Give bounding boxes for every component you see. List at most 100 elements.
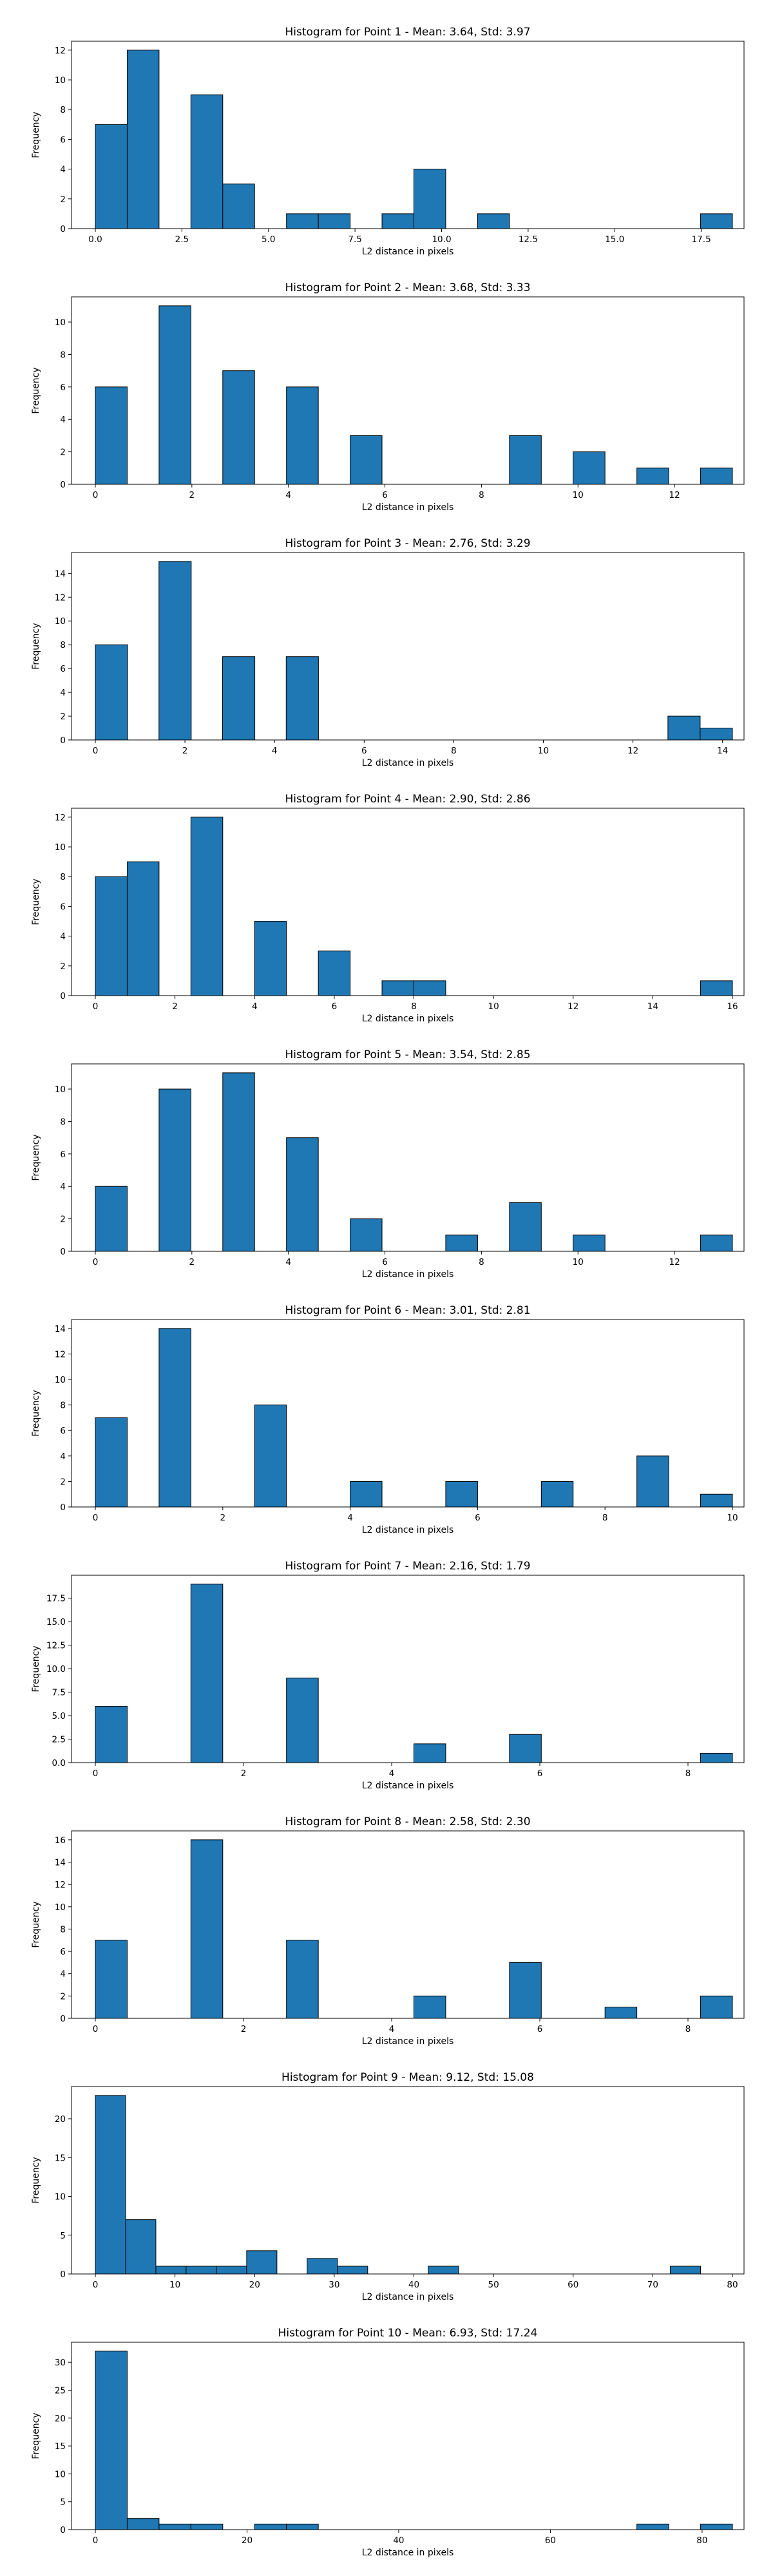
x-tick-label: 12 — [669, 490, 680, 500]
y-tick-label: 0 — [60, 1502, 66, 1513]
y-tick-label: 10 — [55, 75, 66, 86]
x-tick-label: 4 — [347, 1513, 353, 1523]
y-tick-label: 14 — [55, 1324, 66, 1334]
x-tick-label: 8 — [685, 2024, 691, 2034]
axes-frame — [71, 1319, 745, 1508]
x-tick-label: 0 — [93, 490, 99, 500]
histogram-bar — [222, 370, 255, 485]
y-tick-label: 2 — [60, 194, 66, 205]
histogram-bar — [700, 1995, 733, 2019]
histogram-bar — [700, 728, 733, 741]
y-tick-label: 14 — [55, 1858, 66, 1868]
x-tick-label: 2 — [189, 1257, 195, 1267]
x-tick-label: 8 — [602, 1513, 608, 1523]
y-tick-label: 10 — [55, 1084, 66, 1095]
x-tick-label: 10.0 — [432, 234, 451, 245]
histogram-bar — [158, 1088, 191, 1252]
y-tick-label: 8 — [60, 1117, 66, 1127]
y-tick-label: 2 — [60, 448, 66, 458]
y-tick-label: 0 — [60, 991, 66, 1001]
x-tick-label: 5.0 — [262, 234, 275, 245]
x-tick-label: 10 — [488, 1001, 499, 1012]
histogram-bar — [286, 1678, 319, 1763]
y-tick-label: 0 — [60, 2269, 66, 2280]
y-tick-label: 10 — [55, 616, 66, 627]
x-tick-label: 2 — [182, 746, 188, 756]
histogram-bar — [190, 1839, 224, 2019]
y-tick-label: 25 — [55, 2385, 66, 2396]
histogram-bar — [95, 876, 128, 996]
y-axis-label: Frequency — [31, 111, 41, 158]
histogram-bar — [222, 1072, 255, 1252]
histogram-bar — [477, 213, 510, 229]
chart-title: Histogram for Point 5 - Mean: 3.54, Std:… — [285, 1048, 530, 1061]
y-tick-label: 15 — [55, 2153, 66, 2163]
y-axis-label: Frequency — [31, 367, 41, 413]
x-tick-label: 10 — [538, 746, 549, 756]
y-tick-label: 0 — [60, 1247, 66, 1257]
y-tick-label: 17.5 — [46, 1594, 66, 1604]
x-tick-label: 6 — [537, 1768, 543, 1779]
y-tick-label: 20 — [55, 2414, 66, 2424]
x-tick-label: 0 — [93, 746, 99, 756]
histogram-bar — [286, 1940, 319, 2019]
y-tick-label: 10 — [55, 1902, 66, 1913]
histogram-bar — [286, 2523, 319, 2530]
y-tick-label: 5 — [60, 2231, 66, 2241]
axes-frame — [71, 1063, 745, 1252]
x-tick-label: 10 — [727, 1513, 738, 1523]
x-tick-label: 8 — [685, 1768, 691, 1779]
y-tick-label: 6 — [60, 1426, 66, 1436]
chart-title: Histogram for Point 1 - Mean: 3.64, Std:… — [285, 26, 530, 39]
y-tick-label: 4 — [60, 1182, 66, 1192]
y-tick-label: 12 — [55, 592, 66, 603]
histogram-bar — [540, 1481, 574, 1508]
axes-frame — [71, 2086, 745, 2275]
x-tick-label: 0 — [93, 2535, 99, 2546]
x-tick-label: 8 — [479, 490, 484, 500]
y-tick-label: 20 — [55, 2114, 66, 2125]
axes-frame — [71, 1830, 745, 2019]
y-tick-label: 2 — [60, 961, 66, 972]
y-tick-label: 8 — [60, 1924, 66, 1935]
histogram-bar — [509, 1202, 542, 1252]
y-tick-label: 10 — [55, 2192, 66, 2202]
histogram-bar — [307, 2258, 338, 2275]
x-tick-label: 10 — [573, 1257, 584, 1267]
histogram-bar — [158, 305, 191, 485]
x-tick-label: 15.0 — [605, 234, 624, 245]
y-tick-label: 10 — [55, 1375, 66, 1385]
chart-panel-8: 0 2 4 6 8 0 2 4 6 8 10 12 14 16 Histogram for Point 8 … — [31, 1815, 745, 2047]
x-tick-label: 16 — [727, 1001, 738, 1012]
x-tick-label: 0.0 — [88, 234, 102, 245]
histogram-bar — [190, 817, 224, 996]
x-tick-label: 6 — [537, 2024, 543, 2034]
y-tick-label: 6 — [60, 902, 66, 912]
histogram-bar — [286, 386, 319, 485]
x-tick-label: 4 — [252, 1001, 258, 1012]
y-tick-label: 5 — [60, 2497, 66, 2508]
x-tick-label: 0 — [93, 2024, 99, 2034]
y-axis-label: Frequency — [31, 2412, 41, 2459]
x-tick-label: 0 — [93, 2280, 99, 2290]
y-tick-label: 10 — [55, 317, 66, 328]
y-tick-label: 8 — [60, 105, 66, 115]
x-tick-label: 70 — [647, 2280, 658, 2290]
histogram-bar — [158, 2523, 191, 2530]
axes-frame — [71, 1575, 745, 1763]
histogram-bar — [158, 1328, 191, 1508]
x-tick-label: 4 — [285, 490, 291, 500]
y-tick-label: 0 — [60, 224, 66, 234]
x-tick-label: 6 — [382, 1257, 388, 1267]
y-tick-label: 4 — [60, 165, 66, 175]
y-axis-label: Frequency — [31, 1134, 41, 1180]
chart-title: Histogram for Point 9 - Mean: 9.12, Std:… — [282, 2071, 534, 2084]
x-tick-label: 60 — [545, 2535, 556, 2546]
histogram-bar — [254, 921, 287, 996]
y-tick-label: 0 — [60, 735, 66, 746]
histogram-bar — [381, 213, 414, 229]
y-axis-label: Frequency — [31, 878, 41, 925]
x-tick-label: 0 — [93, 1768, 99, 1779]
axes-frame — [71, 2342, 745, 2530]
x-tick-label: 2 — [172, 1001, 178, 1012]
